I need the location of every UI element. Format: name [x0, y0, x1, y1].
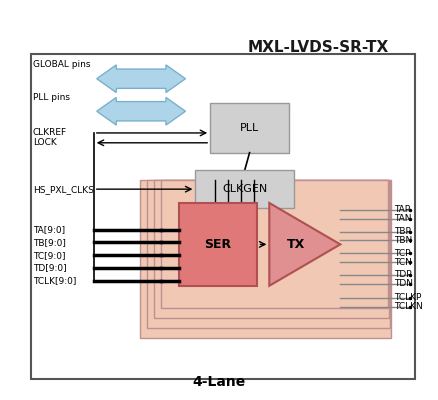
Text: TA[9:0]: TA[9:0] — [32, 225, 65, 234]
Text: TDN: TDN — [394, 279, 413, 288]
Bar — [31, 54, 414, 380]
Text: TC[9:0]: TC[9:0] — [32, 251, 65, 260]
Text: TCP: TCP — [394, 249, 410, 258]
Text: CLKGEN: CLKGEN — [222, 184, 267, 194]
Text: TCLK[9:0]: TCLK[9:0] — [32, 276, 76, 285]
Text: TB[9:0]: TB[9:0] — [32, 238, 65, 247]
Text: MXL-LVDS-SR-TX: MXL-LVDS-SR-TX — [247, 40, 389, 55]
Text: LOCK: LOCK — [32, 138, 56, 147]
Bar — [178, 203, 257, 286]
Text: CLKREF: CLKREF — [32, 128, 67, 138]
Bar — [140, 180, 390, 338]
Bar — [160, 180, 387, 308]
Polygon shape — [268, 203, 339, 286]
Polygon shape — [96, 65, 185, 92]
Text: 4-Lane: 4-Lane — [192, 375, 245, 389]
Text: TBN: TBN — [394, 236, 412, 245]
Text: TCLKP: TCLKP — [394, 293, 421, 302]
Text: TD[9:0]: TD[9:0] — [32, 264, 66, 272]
Text: TX: TX — [286, 238, 305, 251]
Text: TDP: TDP — [394, 270, 411, 280]
Text: PLL pins: PLL pins — [32, 93, 70, 102]
Bar — [154, 180, 388, 318]
Text: SER: SER — [204, 238, 231, 251]
Bar — [210, 103, 288, 153]
Text: TAN: TAN — [394, 214, 411, 223]
Text: TCLKN: TCLKN — [394, 302, 422, 311]
Text: HS_PXL_CLKS: HS_PXL_CLKS — [32, 185, 93, 194]
Text: GLOBAL pins: GLOBAL pins — [32, 60, 90, 70]
Text: TBP: TBP — [394, 227, 410, 236]
Polygon shape — [96, 98, 185, 125]
Text: TAP: TAP — [394, 205, 410, 214]
Bar — [195, 170, 293, 208]
Bar — [147, 180, 389, 328]
Text: TCN: TCN — [394, 258, 411, 267]
Text: PLL: PLL — [240, 123, 258, 133]
